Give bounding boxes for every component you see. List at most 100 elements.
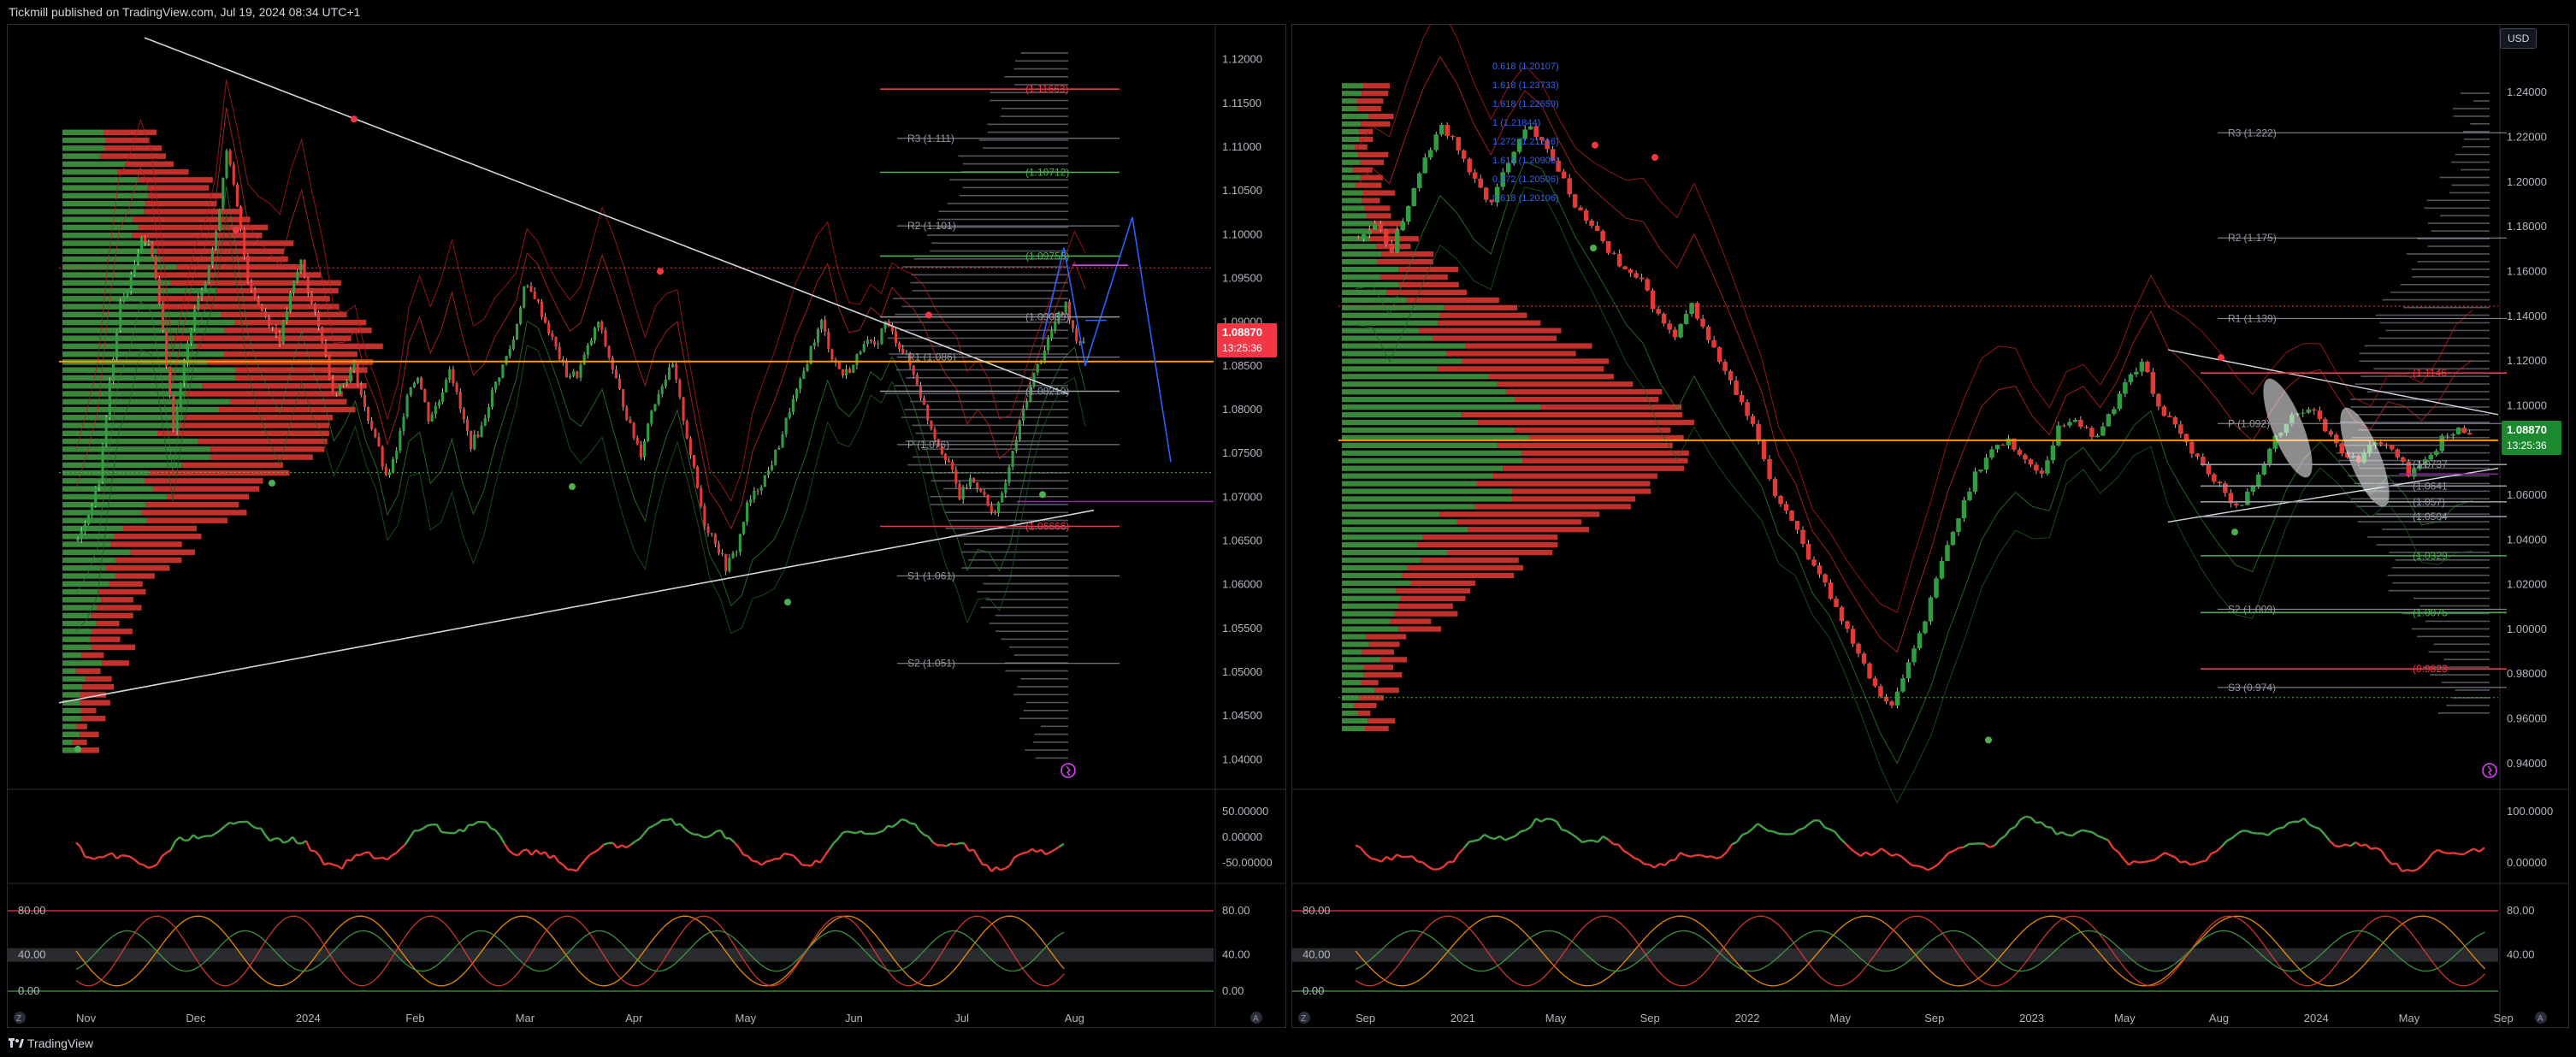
candle-body <box>278 334 281 344</box>
candle-body <box>1472 172 1478 179</box>
candle-body <box>275 327 278 335</box>
candle-body <box>2072 419 2078 422</box>
candle-body <box>862 344 866 352</box>
volume-profile-bar-gray <box>2367 536 2490 538</box>
momentum-segment <box>2123 858 2130 866</box>
candle-body <box>288 292 292 312</box>
momentum-segment <box>454 829 460 835</box>
candle-body <box>2183 434 2189 442</box>
stoch-line <box>1355 930 2485 972</box>
volume-profile-bar-bear <box>91 612 133 619</box>
momentum-segment <box>428 824 433 827</box>
candle-body <box>470 430 473 450</box>
osc1-tick-label: -50.00000 <box>1222 856 1273 869</box>
candle-body <box>2139 362 2145 372</box>
momentum-segment <box>1375 859 1382 863</box>
volume-profile-bar-bull <box>1342 473 1494 479</box>
currency-button[interactable]: USD <box>2500 28 2538 49</box>
candle-body <box>1716 347 1722 363</box>
momentum-segment <box>310 849 316 853</box>
volume-profile-bar-bear <box>144 478 263 484</box>
volume-profile-bar-gray <box>950 535 1068 537</box>
volume-profile-bar-bear <box>91 644 136 651</box>
chart-panel-left[interactable]: 1.12000 1.11500 1.11000 1.10500 1.10000 1.095… <box>7 24 1286 1028</box>
momentum-segment <box>1834 830 1841 840</box>
volume-profile-bar-bull <box>1342 320 1439 326</box>
candle-body <box>2223 483 2228 493</box>
volume-profile-bar-gray <box>2364 345 2490 347</box>
volume-profile-bar-bull <box>1342 151 1359 157</box>
candle-body <box>296 271 299 282</box>
volume-profile-bar-bear <box>98 588 146 595</box>
candle-body <box>387 472 391 475</box>
candle-body <box>1014 440 1018 452</box>
momentum-segment <box>1736 834 1744 843</box>
candle-body <box>409 387 412 396</box>
momentum-segment <box>847 830 853 834</box>
fib-label: 1 (1.21844) <box>1492 118 1540 128</box>
momentum-segment <box>2035 821 2041 824</box>
pivot-dot <box>1039 491 1046 499</box>
chart-panel-right[interactable]: 1.24000 1.22000 1.20000 1.18000 1.16000 1.140… <box>1291 24 2569 1028</box>
price-tick-label: 1.10000 <box>1222 227 1262 240</box>
candle-body <box>908 353 912 366</box>
volume-profile-bar-bull <box>1342 664 1364 670</box>
trendline-lower <box>58 509 1095 704</box>
volume-profile-bar-gray <box>912 424 1068 427</box>
candle-body <box>894 331 898 344</box>
volume-profile-bar-bull <box>1342 688 1375 694</box>
candle-body <box>968 477 972 487</box>
volume-profile-bar-bull <box>1342 335 1433 341</box>
candle-body <box>349 369 352 382</box>
momentum-segment <box>1937 858 1944 865</box>
candle-body <box>133 263 136 275</box>
momentum-segment <box>526 848 533 856</box>
candle-body <box>639 444 642 458</box>
volume-profile-bar-gray <box>1014 84 1068 86</box>
momentum-segment <box>179 836 186 841</box>
volume-profile-bar-bear <box>1362 91 1389 97</box>
momentum-segment <box>1380 856 1387 863</box>
momentum-segment <box>1716 855 1722 859</box>
candle-body <box>979 488 983 493</box>
volume-profile-bar-gray <box>904 409 1068 410</box>
chart-right-svg[interactable]: 1.24000 1.22000 1.20000 1.18000 1.16000 1.140… <box>1292 25 2569 1028</box>
momentum-segment <box>738 847 745 856</box>
chart-left-svg[interactable]: 1.12000 1.11500 1.11000 1.10500 1.10000 1.095… <box>8 25 1286 1028</box>
momentum-segment <box>1741 831 1748 836</box>
volume-profile-bar-gray <box>947 203 1068 204</box>
volume-profile-bar-bear <box>235 367 368 373</box>
momentum-segment <box>2416 864 2424 871</box>
candle-body <box>1082 341 1085 343</box>
momentum-segment <box>2082 829 2089 833</box>
volume-profile-bar-bear <box>1356 106 1381 112</box>
brand-text: TradingView <box>27 1036 94 1050</box>
momentum-segment <box>93 855 99 860</box>
volume-profile-bar-bull <box>1342 281 1399 288</box>
volume-profile-bar-gray <box>895 385 1068 387</box>
momentum-segment <box>760 860 767 866</box>
candle-body <box>1578 207 1583 211</box>
momentum-segment <box>2164 851 2171 856</box>
momentum-segment <box>1839 837 1846 844</box>
candle-body <box>1416 173 1422 189</box>
last-price-value: 1.08870 <box>2507 423 2547 436</box>
candle-body <box>1928 597 1934 622</box>
candle-body <box>1539 137 1545 141</box>
candle-body <box>1522 129 1527 139</box>
trendline-lower <box>2167 467 2499 523</box>
volume-profile-bar-bear <box>1356 182 1382 188</box>
candle-body <box>440 392 445 402</box>
momentum-segment <box>2097 835 2104 839</box>
momentum-segment <box>778 853 785 860</box>
volume-profile-bar-gray <box>2390 291 2490 293</box>
volume-profile-bar-bear <box>1511 496 1636 502</box>
candle-body <box>352 362 356 370</box>
momentum-segment <box>711 830 718 836</box>
momentum-segment <box>765 859 771 863</box>
candle-body <box>144 237 147 242</box>
candle-body <box>915 375 919 387</box>
volume-profile-bar-bear <box>139 177 213 183</box>
volume-profile-bar-bear <box>235 375 353 381</box>
momentum-segment <box>913 823 920 831</box>
